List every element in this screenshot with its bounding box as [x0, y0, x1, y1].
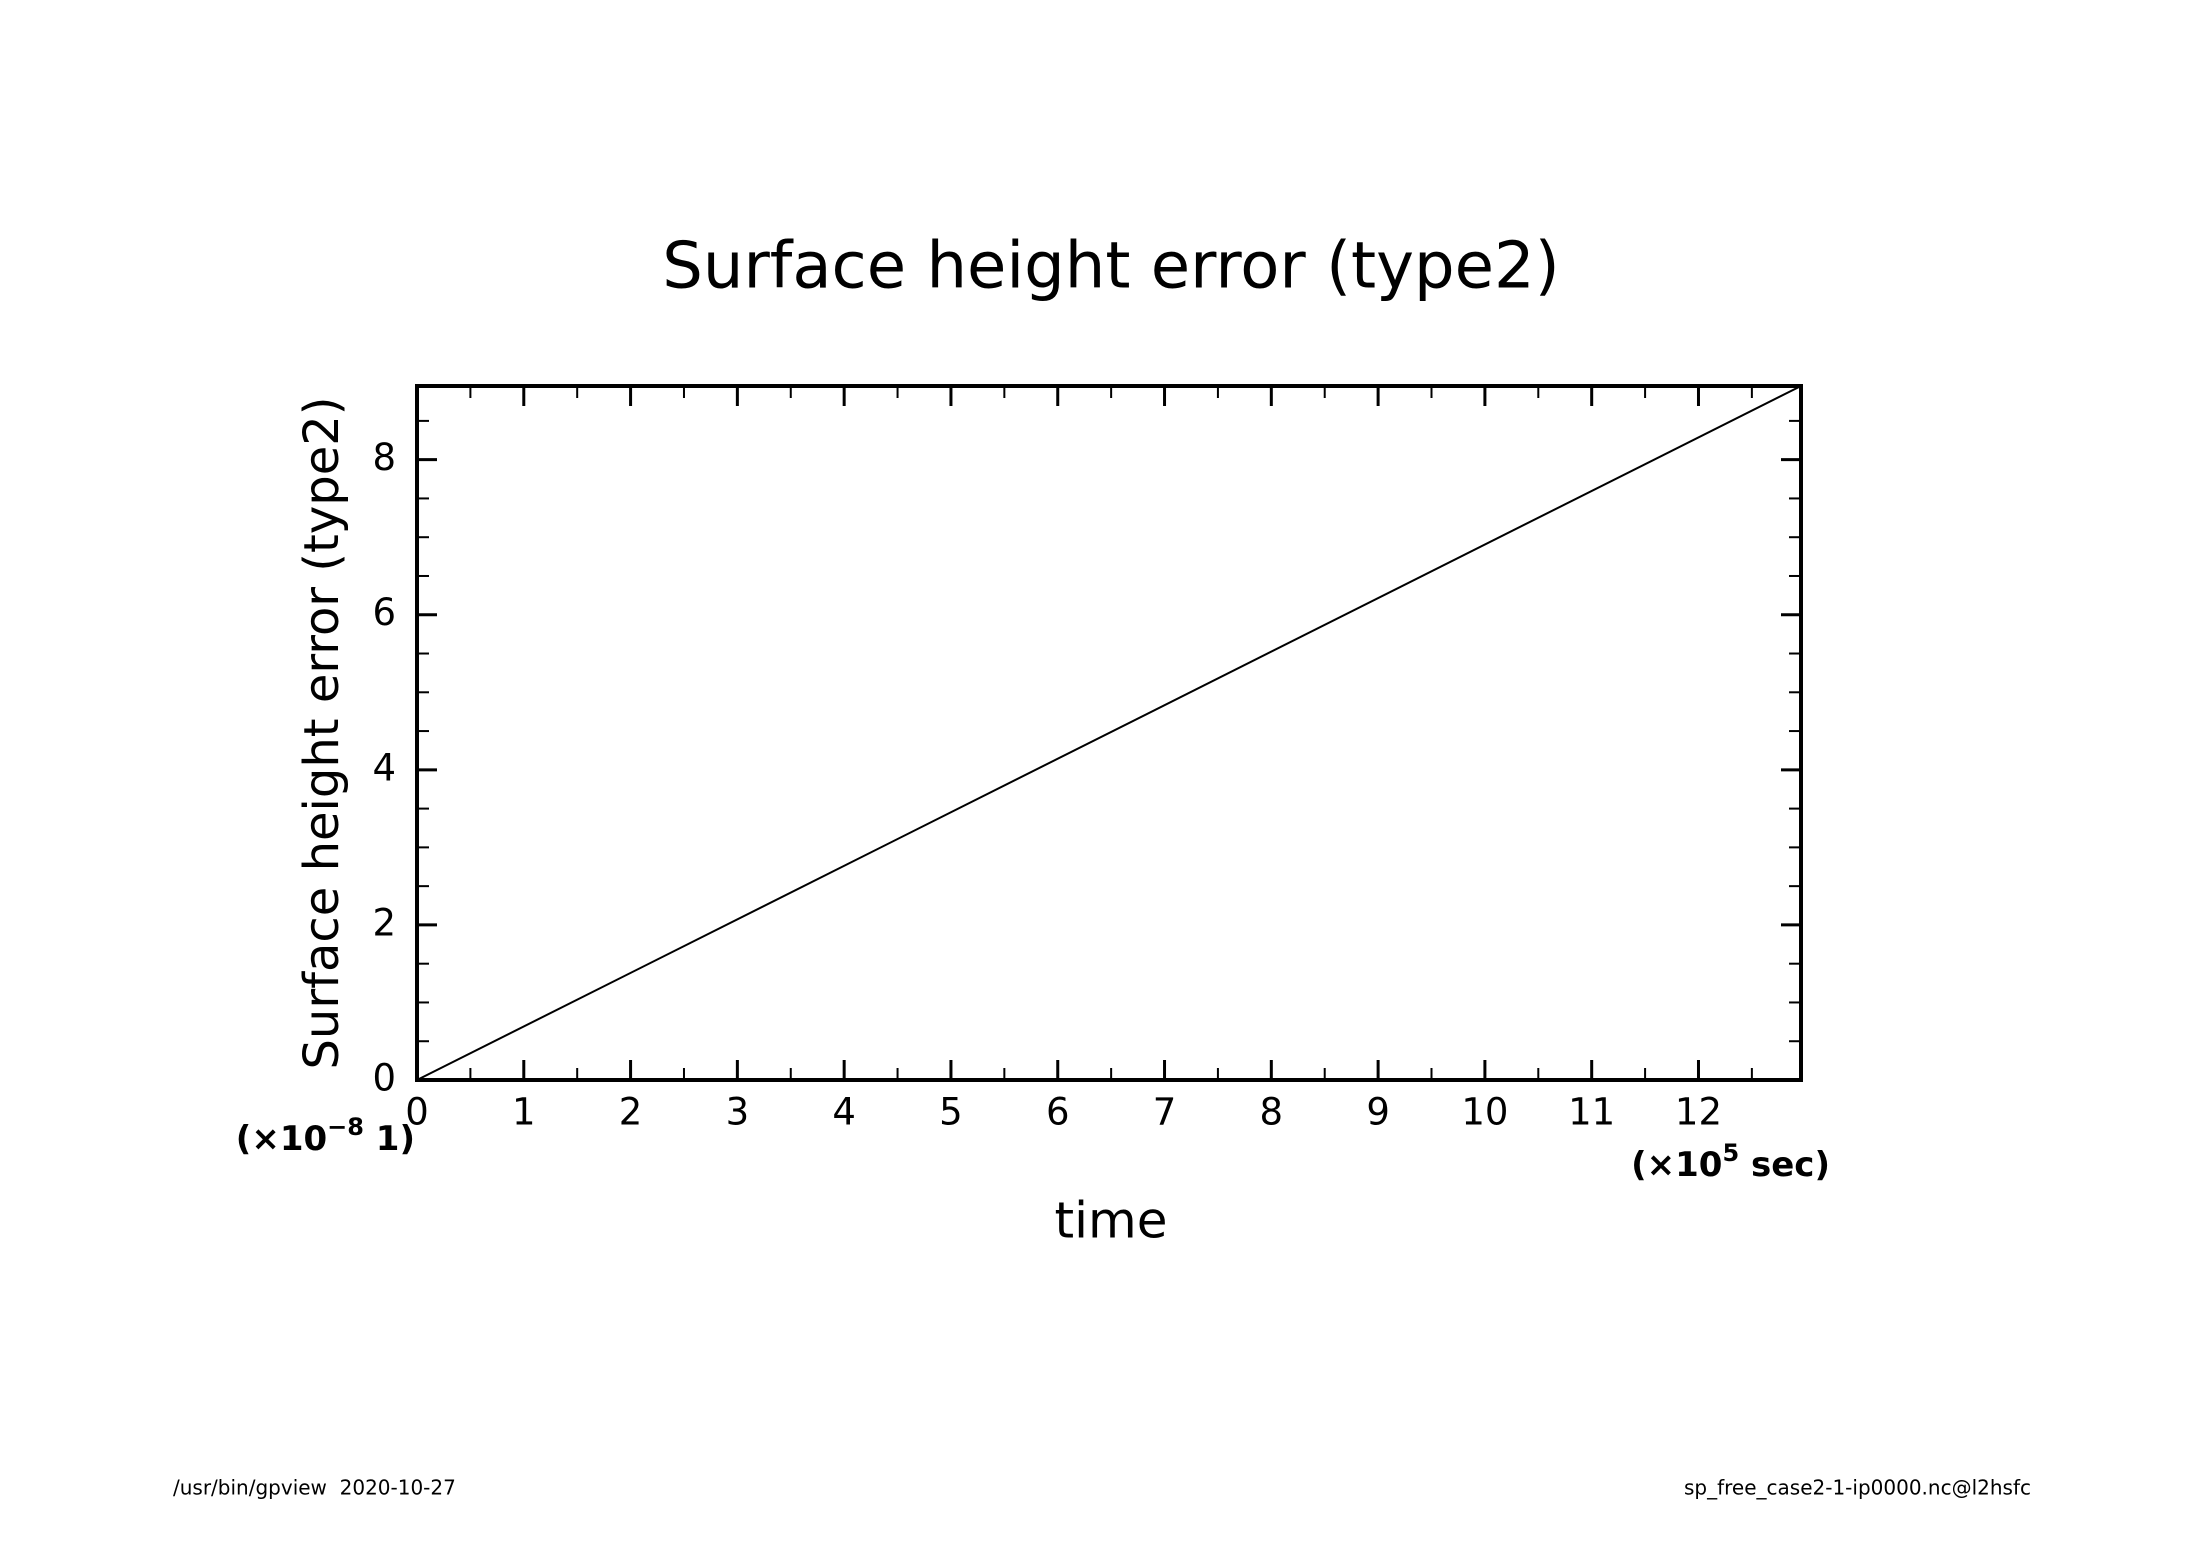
- y-tick-label: 0: [372, 1057, 396, 1100]
- x-tick-label: 8: [1260, 1091, 1284, 1134]
- x-tick-label: 7: [1153, 1091, 1177, 1134]
- data-line: [416, 385, 1802, 1081]
- chart-title: Surface height error (type2): [662, 230, 1559, 304]
- x-axis-label: time: [1055, 1192, 1168, 1250]
- y-tick-label: 8: [372, 436, 396, 479]
- y-axis-label: Surface height error (type2): [294, 396, 350, 1069]
- x-tick-label: 2: [619, 1091, 643, 1134]
- x-tick-label: 5: [939, 1091, 963, 1134]
- x-tick-label: 12: [1675, 1091, 1722, 1134]
- x-tick-label: 4: [832, 1091, 856, 1134]
- x-unit-label: (×105 sec): [1631, 1139, 1830, 1185]
- y-unit-label: (×10−8 1): [236, 1113, 415, 1159]
- x-tick-label: 10: [1461, 1091, 1508, 1134]
- x-tick-label: 1: [512, 1091, 536, 1134]
- footer-left: /usr/bin/gpview 2020-10-27: [173, 1476, 456, 1500]
- x-tick-label: 9: [1366, 1091, 1390, 1134]
- plot-frame: [415, 384, 1803, 1082]
- x-tick-label: 3: [726, 1091, 750, 1134]
- y-unit-label-prefix: (×10: [236, 1119, 327, 1159]
- x-tick-label: 11: [1568, 1091, 1615, 1134]
- y-unit-label-suffix: 1): [364, 1119, 415, 1159]
- x-tick-label: 0: [405, 1091, 429, 1134]
- footer-right: sp_free_case2-1-ip0000.nc@l2hsfc: [1684, 1476, 2031, 1500]
- x-unit-label-prefix: (×10: [1631, 1145, 1722, 1185]
- y-unit-label-exponent: −8: [327, 1113, 364, 1141]
- y-tick-label: 2: [372, 901, 396, 944]
- y-tick-label: 4: [372, 746, 396, 789]
- y-tick-label: 6: [372, 591, 396, 634]
- x-unit-label-suffix: sec): [1739, 1145, 1830, 1185]
- x-tick-label: 6: [1046, 1091, 1070, 1134]
- x-unit-label-exponent: 5: [1722, 1139, 1739, 1167]
